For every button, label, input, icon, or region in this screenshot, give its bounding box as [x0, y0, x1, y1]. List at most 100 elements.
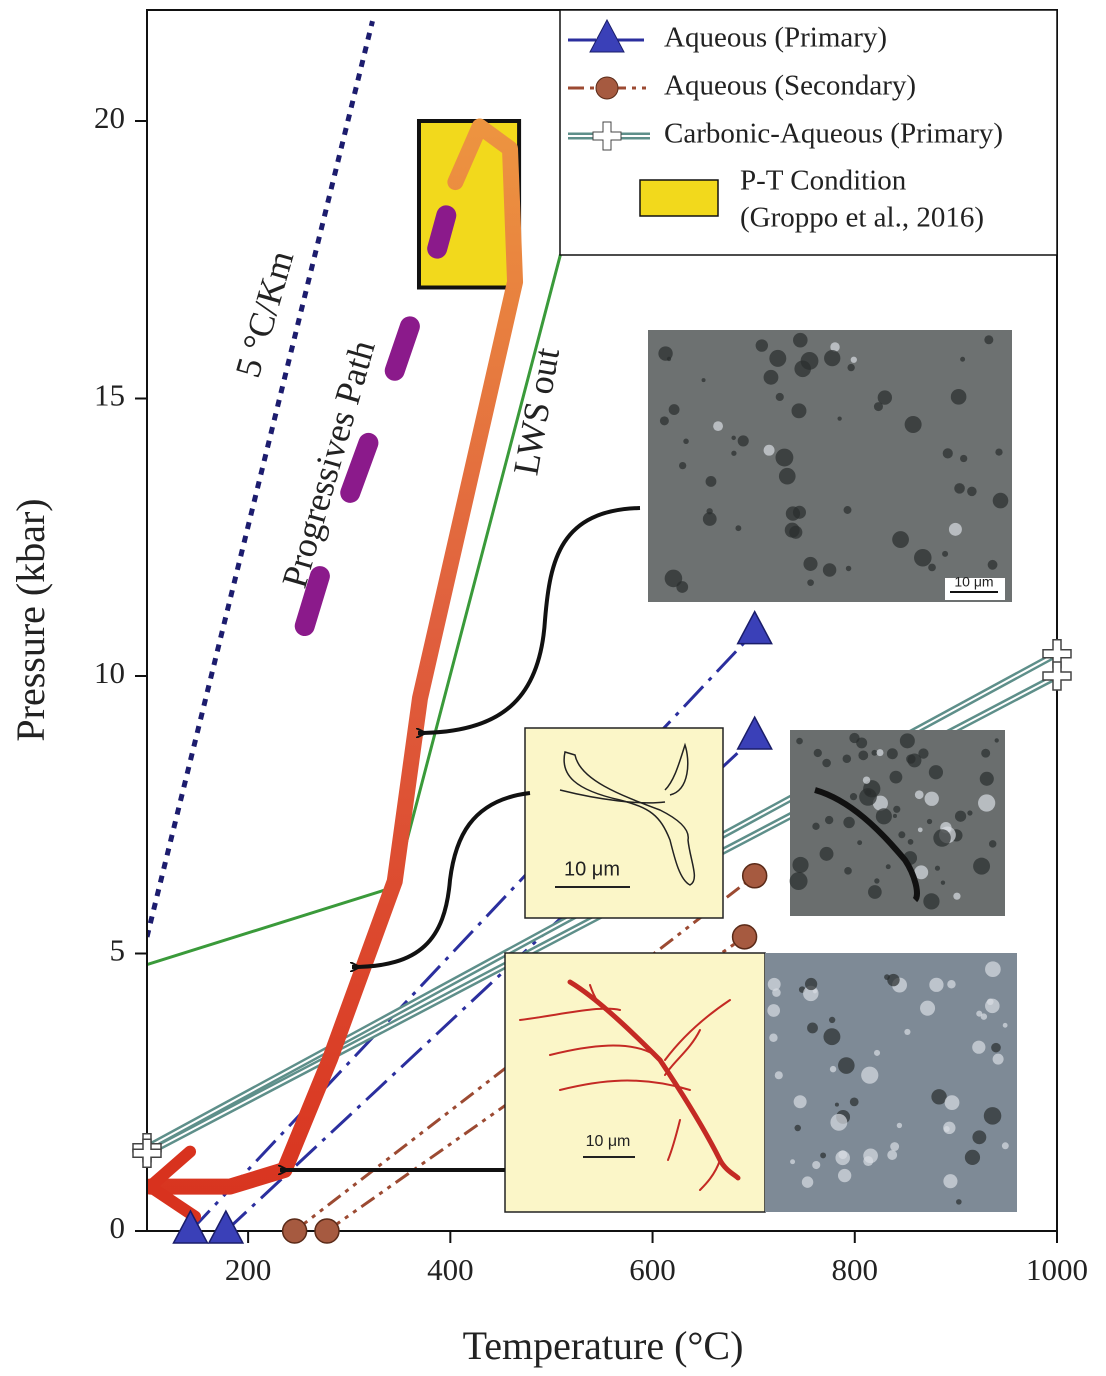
texture	[775, 449, 793, 467]
texture	[807, 579, 814, 586]
texture	[987, 998, 994, 1005]
texture	[893, 814, 897, 818]
texture	[838, 1057, 855, 1074]
texture	[847, 364, 854, 371]
texture	[858, 750, 868, 760]
texture	[972, 1130, 986, 1144]
texture	[702, 378, 706, 382]
texture	[890, 771, 903, 784]
legend-label: P-T Condition	[740, 165, 907, 197]
texture	[943, 1174, 957, 1188]
texture	[703, 512, 717, 526]
texture	[844, 506, 852, 514]
sketch	[525, 728, 723, 918]
texture	[837, 416, 841, 420]
y-tick-label: 15	[94, 378, 125, 413]
texture	[805, 978, 817, 990]
texture	[953, 893, 960, 900]
y-axis-label: Pressure (kbar)	[8, 498, 53, 741]
texture	[905, 416, 922, 433]
texture	[756, 339, 768, 351]
texture	[665, 570, 683, 588]
texture	[857, 840, 862, 845]
texture	[850, 1098, 859, 1107]
inclusion-bar	[437, 215, 446, 248]
texture	[951, 389, 967, 405]
texture	[660, 416, 669, 425]
x-tick-label: 400	[427, 1252, 474, 1287]
texture	[794, 1125, 800, 1131]
texture	[851, 357, 857, 363]
texture	[861, 1067, 878, 1084]
texture	[667, 357, 671, 361]
texture	[1002, 1142, 1009, 1149]
texture	[887, 748, 898, 759]
x-axis-label: Temperature (°C)	[463, 1323, 744, 1368]
texture	[874, 878, 879, 883]
texture	[877, 749, 884, 756]
marker	[743, 864, 767, 888]
texture	[874, 1050, 880, 1056]
scale-label: 10 μm	[954, 574, 993, 590]
texture	[793, 333, 808, 348]
texture	[955, 811, 966, 822]
texture	[803, 557, 817, 571]
texture	[981, 749, 990, 758]
texture	[893, 806, 900, 813]
texture	[967, 810, 972, 815]
texture	[767, 1004, 780, 1017]
texture	[796, 738, 803, 745]
texture	[886, 864, 891, 869]
scale-label: 10 μm	[564, 858, 620, 880]
insets: 10 μm 10 μm 10 μm	[505, 330, 1017, 1212]
texture	[769, 1034, 777, 1042]
texture	[960, 357, 965, 362]
y-tick-label: 5	[110, 933, 126, 968]
texture	[915, 790, 924, 799]
marker	[733, 925, 757, 949]
texture	[768, 978, 781, 991]
texture	[791, 403, 806, 418]
texture	[794, 1095, 807, 1108]
legend-label: Aqueous (Primary)	[664, 22, 887, 54]
texture	[789, 526, 802, 539]
texture	[823, 563, 836, 576]
texture	[738, 435, 749, 446]
texture	[943, 448, 953, 458]
x-tick-label: 200	[225, 1252, 272, 1287]
texture	[929, 765, 943, 779]
texture	[897, 1123, 902, 1128]
texture	[731, 436, 735, 440]
texture	[890, 1142, 899, 1151]
legend-label: (Groppo et al., 2016)	[740, 202, 984, 234]
texture	[713, 421, 723, 431]
legend-label: Aqueous (Secondary)	[664, 70, 916, 102]
texture	[843, 754, 852, 763]
texture	[820, 847, 834, 861]
texture	[776, 393, 784, 401]
texture	[984, 335, 993, 344]
texture	[887, 1150, 897, 1160]
texture	[807, 1023, 818, 1034]
reference-label: LWS out	[505, 345, 567, 478]
texture	[835, 1103, 839, 1107]
texture	[967, 487, 977, 497]
marker	[1043, 662, 1071, 690]
texture	[846, 566, 851, 571]
texture	[960, 455, 967, 462]
texture	[838, 1169, 851, 1182]
scale-label: 10 μm	[586, 1133, 631, 1150]
texture	[914, 549, 932, 567]
legend-marker	[596, 77, 618, 99]
texture	[949, 523, 962, 536]
texture	[928, 564, 936, 572]
texture	[965, 1150, 980, 1165]
marker	[738, 612, 772, 644]
texture	[1003, 1023, 1008, 1028]
texture	[772, 988, 781, 997]
texture	[849, 733, 859, 743]
texture	[954, 483, 965, 494]
texture	[769, 350, 786, 367]
micrograph	[790, 730, 1005, 916]
texture	[838, 1150, 847, 1159]
